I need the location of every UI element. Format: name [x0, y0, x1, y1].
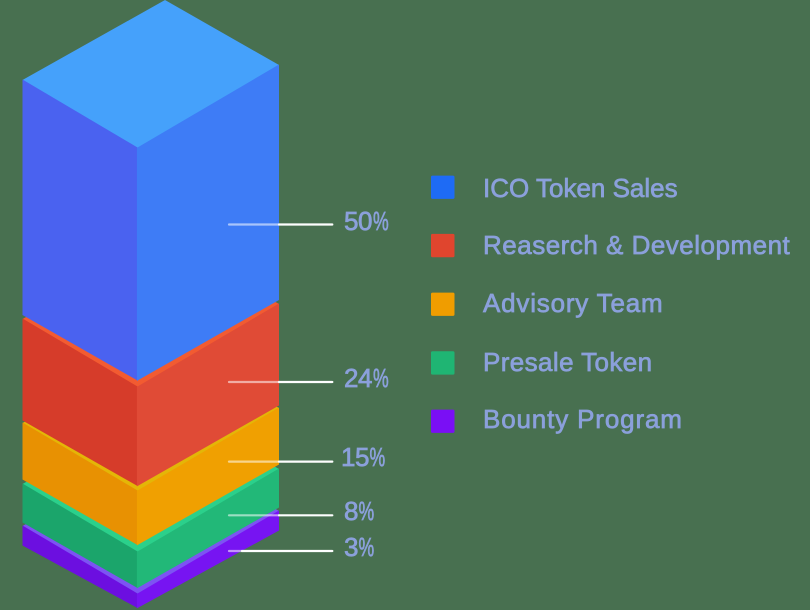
svg-text:%: %	[373, 207, 389, 236]
svg-text:Reaserch & Development: Reaserch & Development	[483, 230, 791, 260]
svg-text:%: %	[373, 364, 389, 393]
svg-text:Presale Token: Presale Token	[483, 347, 653, 377]
svg-text:24: 24	[344, 363, 372, 393]
svg-text:%: %	[359, 497, 375, 526]
svg-text:15: 15	[341, 442, 369, 472]
svg-text:%: %	[359, 533, 375, 562]
svg-text:Bounty Program: Bounty Program	[483, 404, 683, 434]
svg-text:8: 8	[344, 496, 358, 526]
svg-text:%: %	[370, 443, 386, 472]
svg-text:ICO Token Sales: ICO Token Sales	[483, 173, 678, 203]
svg-text:3: 3	[344, 532, 358, 562]
svg-text:50: 50	[344, 206, 372, 236]
svg-text:Advisory Team: Advisory Team	[483, 288, 663, 318]
